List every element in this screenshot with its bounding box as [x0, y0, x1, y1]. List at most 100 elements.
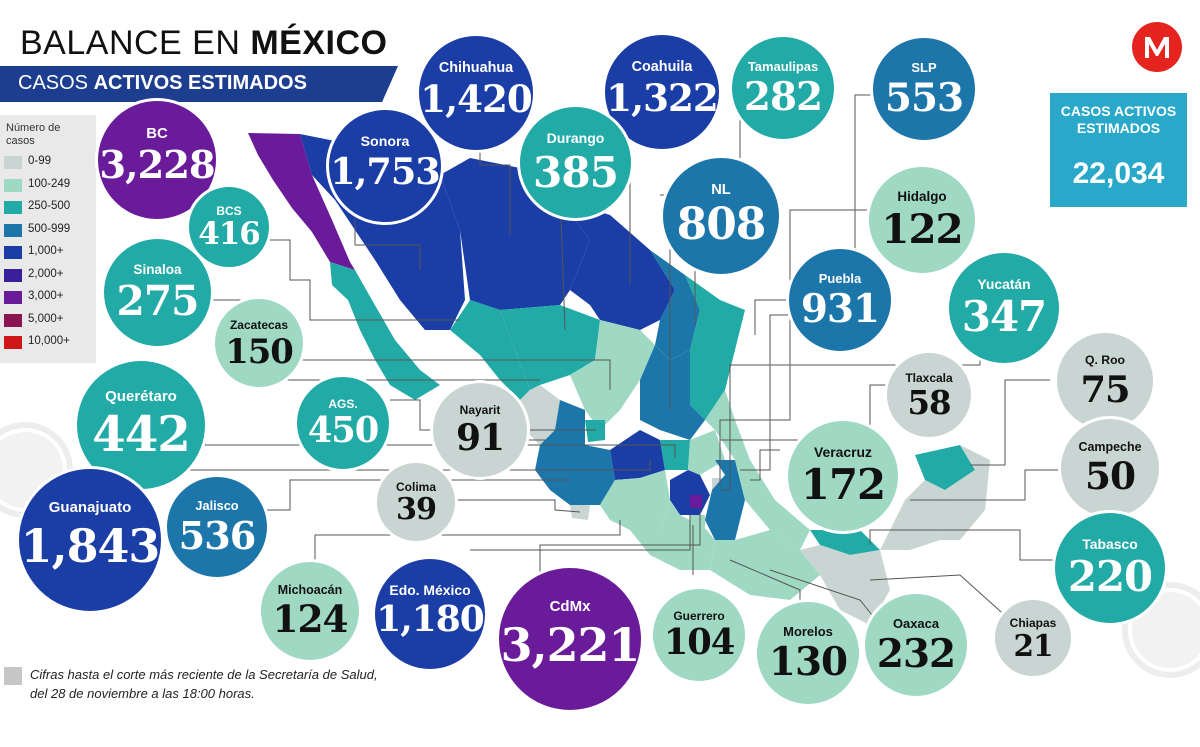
state-value: 1,420	[420, 76, 532, 121]
state-value: 232	[876, 630, 956, 677]
state-veracruz	[705, 390, 810, 550]
state-name: Tamaulipas	[747, 58, 819, 74]
legend-swatch	[4, 336, 22, 349]
state-name: Hidalgo	[897, 189, 947, 205]
state-jalisco	[535, 400, 615, 505]
state-campeche	[880, 480, 945, 550]
state-value: 130	[768, 638, 848, 685]
state-bubble: Hidalgo 122	[866, 164, 978, 276]
state-name: Coahuila	[631, 59, 693, 75]
state-value: 808	[676, 199, 767, 251]
state-value: 553	[884, 74, 964, 121]
state-value: 1,322	[606, 75, 718, 120]
state-value: 347	[961, 292, 1047, 342]
total-value: 22,034	[1072, 157, 1165, 190]
source-marker	[4, 667, 22, 685]
state-bubble: Campeche 50	[1058, 416, 1162, 520]
state-bubble: Durango 385	[517, 104, 634, 221]
state-bubble: Nayarit 91	[430, 380, 530, 480]
state-name: Morelos	[783, 623, 833, 639]
legend-label: 0-99	[28, 155, 52, 167]
legend-swatch	[4, 223, 22, 237]
state-name: NL	[711, 182, 731, 199]
state-name: Chihuahua	[438, 60, 514, 76]
state-value: 416	[198, 216, 261, 253]
legend-label: 5,000+	[28, 312, 64, 325]
state-guerrero	[630, 500, 715, 570]
legend-swatch	[4, 156, 22, 169]
legend-swatch	[4, 246, 22, 259]
state-bubble: Coahuila 1,322	[602, 32, 722, 152]
state-cdmx	[690, 495, 702, 508]
state-value: 3,221	[500, 618, 641, 673]
state-value: 931	[800, 285, 880, 332]
state-edomex	[670, 470, 710, 515]
state-qroo	[940, 445, 990, 540]
state-name: Nayarit	[459, 403, 501, 417]
legend-item: 2,000+	[4, 266, 94, 284]
state-bubble: Morelos 130	[754, 599, 862, 707]
state-name: Sonora	[360, 133, 410, 150]
state-puebla	[705, 460, 745, 540]
state-bubble: AGS. 450	[294, 374, 392, 472]
state-value: 122	[881, 205, 963, 254]
state-bubble: SLP 553	[870, 35, 978, 143]
legend-item: 3,000+	[4, 288, 94, 306]
state-name: Puebla	[818, 270, 862, 286]
state-bubble: Tlaxcala 58	[884, 350, 974, 440]
m-logo-icon	[1145, 37, 1169, 58]
state-bubble: Edo. México 1,180	[372, 556, 488, 672]
state-bubble: Yucatán 347	[946, 250, 1062, 366]
state-bubble: Q. Roo 75	[1054, 330, 1156, 432]
state-slp	[640, 345, 705, 440]
page-title: BALANCE EN MÉXICO	[20, 24, 387, 63]
state-nl	[650, 250, 700, 360]
state-value: 275	[116, 277, 200, 326]
state-name: Tabasco	[1082, 536, 1138, 553]
state-bubble: Veracruz 172	[785, 418, 901, 534]
state-name: Yucatán	[977, 276, 1031, 293]
legend-label: 3,000+	[28, 290, 64, 302]
legend-swatch	[4, 268, 22, 282]
state-value: 385	[533, 146, 619, 197]
state-value: 536	[178, 513, 257, 559]
state-name: Sinaloa	[133, 261, 182, 277]
state-bubble: Sinaloa 275	[101, 236, 214, 349]
legend-label: 100-249	[28, 177, 71, 190]
state-value: 1,180	[376, 598, 485, 641]
state-bubble: Colima 39	[374, 460, 458, 544]
title-regular: BALANCE EN	[20, 24, 251, 62]
state-value: 91	[455, 417, 505, 459]
total-box: CASOS ACTIVOS ESTIMADOS 22,034	[1050, 93, 1187, 207]
state-value: 282	[743, 73, 823, 120]
state-bubble: Guerrero 104	[650, 586, 748, 684]
state-name: Colima	[395, 479, 436, 494]
state-oaxaca	[710, 530, 820, 600]
state-value: 442	[92, 406, 191, 463]
state-bubble: Chihuahua 1,420	[416, 33, 536, 153]
state-name: SLP	[911, 59, 937, 75]
state-yucatan	[915, 445, 975, 490]
state-chiapas	[800, 545, 890, 625]
state-value: 21	[1013, 627, 1053, 663]
state-name: Tlaxcala	[905, 371, 953, 385]
state-name: AGS.	[328, 396, 358, 411]
title-bold: MÉXICO	[250, 24, 388, 62]
legend-item: 500-999	[4, 221, 94, 239]
state-durango	[500, 305, 600, 390]
total-label: CASOS ACTIVOS ESTIMADOS	[1060, 103, 1177, 136]
state-name: Veracruz	[814, 444, 872, 461]
state-name: Campeche	[1078, 439, 1142, 454]
state-name: Guerrero	[673, 608, 725, 623]
legend: Número de casos 0-99 100-249 250-500 500-99…	[0, 115, 96, 363]
state-hidalgo	[688, 430, 725, 475]
state-name: Jalisco	[195, 498, 239, 514]
milenio-logo	[1132, 22, 1182, 72]
state-name: BC	[146, 125, 168, 142]
legend-swatch	[4, 178, 22, 192]
state-name: Oaxaca	[892, 615, 940, 631]
state-bubble: Guanajuato 1,843	[16, 466, 164, 614]
legend-swatch	[4, 291, 22, 304]
